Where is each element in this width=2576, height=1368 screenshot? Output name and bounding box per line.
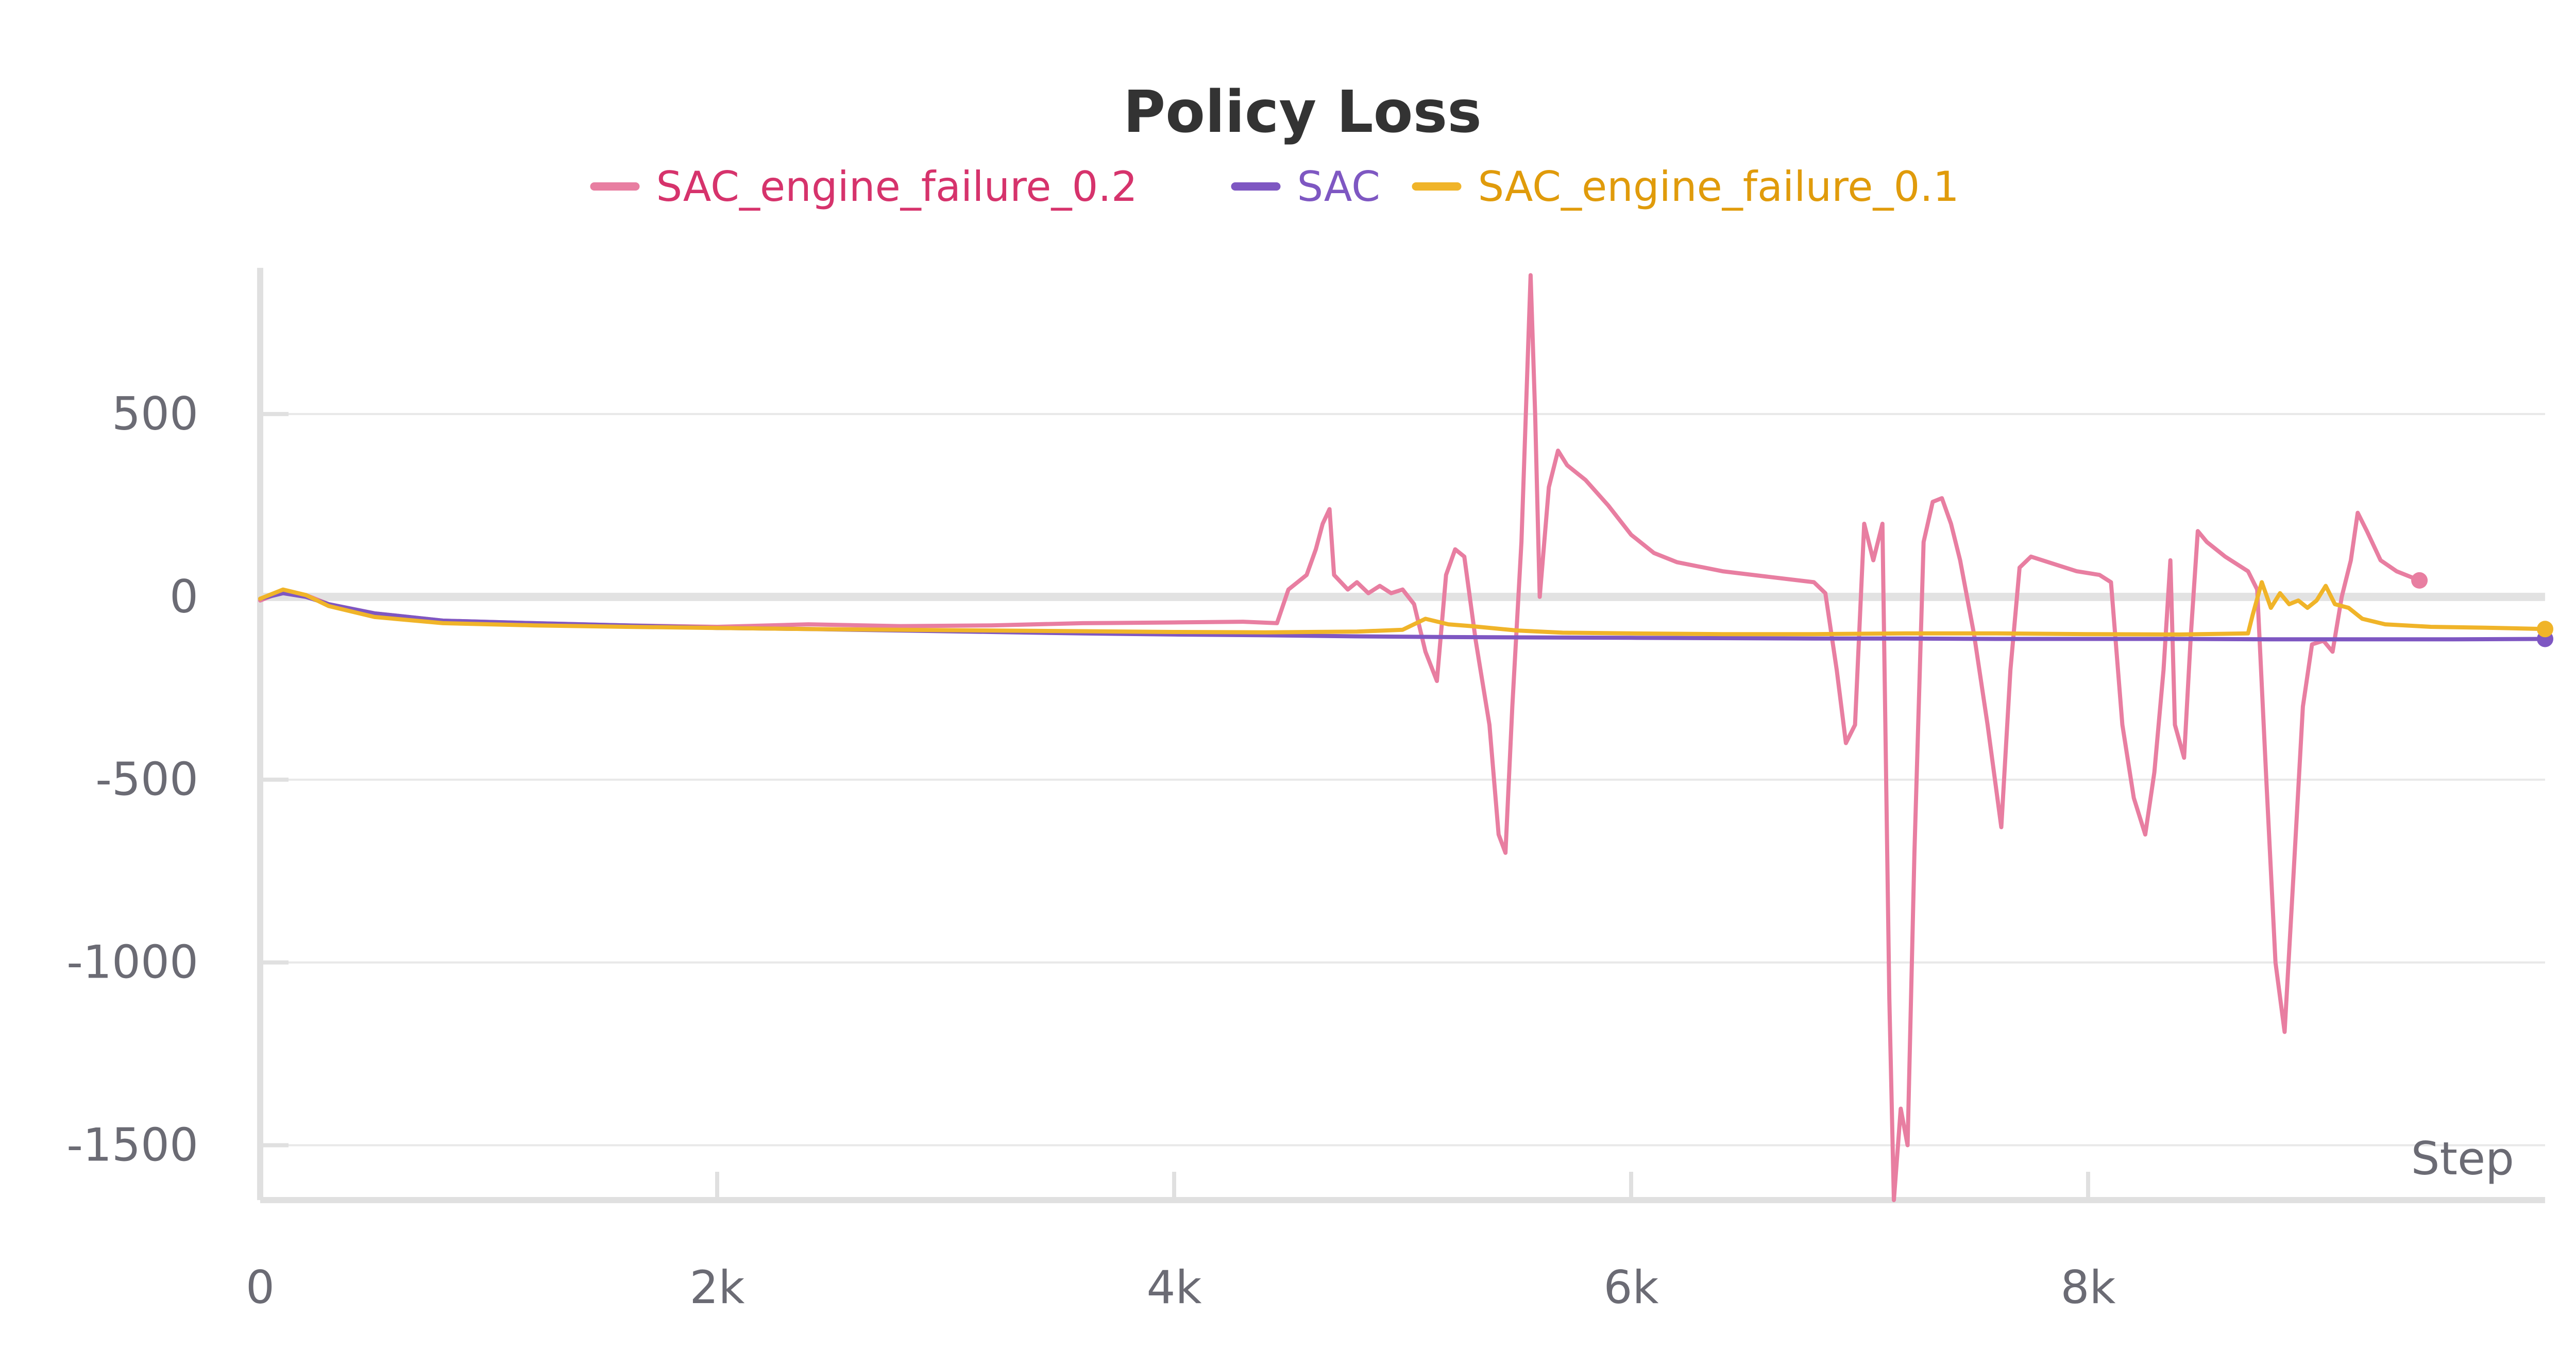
legend-item[interactable]: SAC_engine_failure_0.2 xyxy=(590,163,1138,211)
series-end-marker xyxy=(2537,621,2553,638)
series-line-sac xyxy=(258,591,2547,642)
legend-label: SAC_engine_failure_0.1 xyxy=(1478,163,1959,211)
legend-label: SAC xyxy=(1297,163,1380,211)
series-end-marker xyxy=(2411,572,2428,589)
grid-lines xyxy=(260,413,2545,1147)
y-tick-label: -1000 xyxy=(66,936,198,989)
legend-item[interactable]: SAC_engine_failure_0.1 xyxy=(1412,163,1959,211)
series-line-sac-engine-failure-0-1 xyxy=(258,580,2547,637)
x-tick-label: 2k xyxy=(690,1261,745,1314)
y-tick-label: -500 xyxy=(95,753,198,806)
chart-title: Policy Loss xyxy=(1123,79,1482,146)
legend-label: SAC_engine_failure_0.2 xyxy=(656,163,1138,211)
x-tick-label: 0 xyxy=(246,1261,275,1314)
x-tick-label: 6k xyxy=(1604,1261,1659,1314)
legend: SAC_engine_failure_0.2 SAC SAC_engine_fail… xyxy=(590,163,1959,211)
x-axis-title: Step xyxy=(2411,1132,2514,1185)
x-tick-label: 4k xyxy=(1147,1261,1202,1314)
y-tick-label: -1500 xyxy=(66,1119,198,1172)
legend-item[interactable]: SAC xyxy=(1231,163,1380,211)
series-line-sac-engine-failure-0-2 xyxy=(258,273,2422,1202)
series-lines xyxy=(258,273,2553,1202)
y-tick-label: 500 xyxy=(112,387,198,440)
x-tick-label: 8k xyxy=(2061,1261,2116,1314)
axes: 500 0 -500 -1000 -1500 0 2k 4k 6k 8k xyxy=(66,268,2545,1314)
y-tick-label: 0 xyxy=(170,570,198,623)
